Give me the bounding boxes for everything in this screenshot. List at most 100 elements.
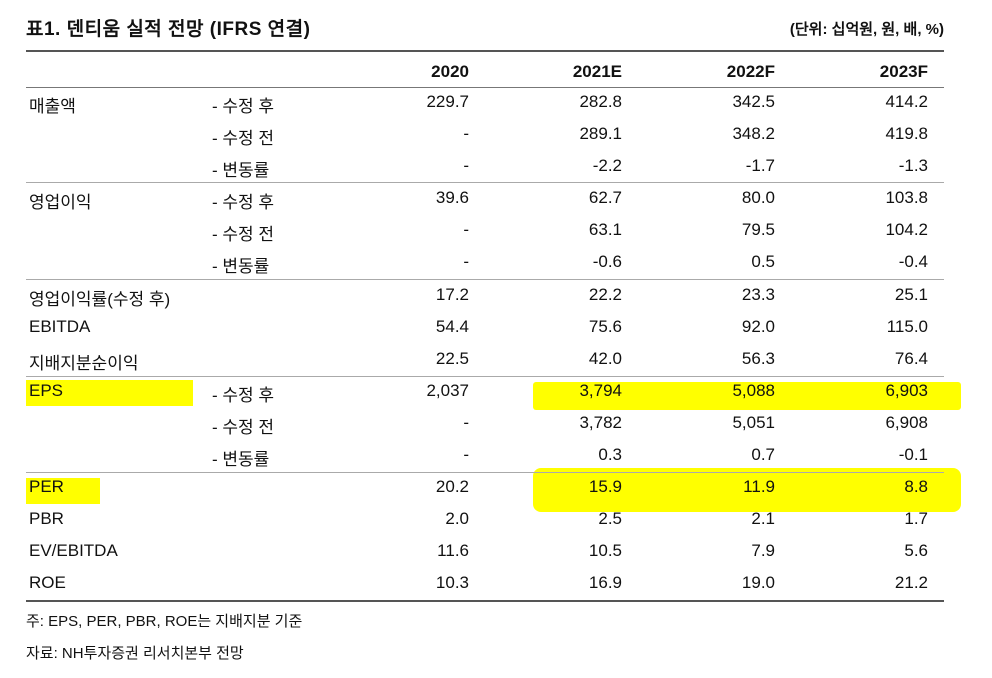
cell-value: 56.3	[741, 349, 775, 368]
cell-value: -	[463, 220, 469, 239]
row-sublabel: - 변동률	[212, 450, 270, 469]
cell-value: 42.0	[588, 349, 622, 368]
cell-value: 7.9	[751, 541, 775, 560]
cell-value: 2.0	[445, 509, 469, 528]
cell-value: 16.9	[588, 573, 622, 592]
cell-value: 22.2	[588, 285, 622, 304]
header-rule	[26, 87, 944, 88]
cell-value: 62.7	[588, 188, 622, 207]
cell-value: 22.5	[435, 349, 469, 368]
cell-value: -1.7	[745, 156, 775, 175]
cell-value: -1.3	[898, 156, 928, 175]
highlight-eps-values	[533, 382, 961, 410]
table-row: - 수정 전 - 3,782 5,051 6,908	[0, 413, 992, 445]
row-label: 영업이익률(수정 후)	[29, 290, 171, 309]
cell-value: 229.7	[426, 92, 469, 111]
cell-value: -2.2	[592, 156, 622, 175]
cell-value: 3,794	[579, 381, 622, 400]
cell-value: 23.3	[741, 285, 775, 304]
row-label: ROE	[29, 573, 66, 592]
cell-value: 20.2	[435, 477, 469, 496]
cell-value: 282.8	[579, 92, 622, 111]
header-2022f: 2022F	[726, 62, 775, 81]
cell-value: 17.2	[435, 285, 469, 304]
table-row: EBITDA 54.4 75.6 92.0 115.0	[0, 317, 992, 349]
table-row: PER 20.2 15.9 11.9 8.8	[0, 477, 992, 509]
cell-value: 10.3	[435, 573, 469, 592]
table-row: EPS - 수정 후 2,037 3,794 5,088 6,903	[0, 381, 992, 413]
header-2021e: 2021E	[572, 62, 622, 81]
cell-value: 21.2	[894, 573, 928, 592]
row-sublabel: - 수정 후	[212, 97, 275, 116]
cell-value: 54.4	[435, 317, 469, 336]
table-row: 영업이익률(수정 후) 17.2 22.2 23.3 25.1	[0, 285, 992, 317]
cell-value: 5,051	[732, 413, 775, 432]
cell-value: -0.1	[898, 445, 928, 464]
cell-value: 289.1	[579, 124, 622, 143]
cell-value: 10.5	[588, 541, 622, 560]
cell-value: 6,903	[885, 381, 928, 400]
cell-value: 348.2	[732, 124, 775, 143]
cell-value: 6,908	[885, 413, 928, 432]
row-sublabel: - 수정 전	[212, 418, 275, 437]
table-row: - 변동률 - 0.3 0.7 -0.1	[0, 445, 992, 477]
row-label: 영업이익	[29, 193, 92, 212]
table-row: 매출액 - 수정 후 229.7 282.8 342.5 414.2	[0, 92, 992, 124]
cell-value: 25.1	[894, 285, 928, 304]
header-2023f: 2023F	[879, 62, 928, 81]
cell-value: -	[463, 124, 469, 143]
cell-value: 0.3	[598, 445, 622, 464]
highlight-per-values	[533, 468, 961, 512]
cell-value: 63.1	[588, 220, 622, 239]
table-row: ROE 10.3 16.9 19.0 21.2	[0, 573, 992, 605]
table-row: - 수정 전 - 63.1 79.5 104.2	[0, 220, 992, 252]
cell-value: 419.8	[885, 124, 928, 143]
cell-value: 79.5	[741, 220, 775, 239]
cell-value: 342.5	[732, 92, 775, 111]
cell-value: -	[463, 413, 469, 432]
cell-value: 15.9	[588, 477, 622, 496]
cell-value: 19.0	[741, 573, 775, 592]
cell-value: 11.9	[743, 477, 775, 496]
bottom-rule	[26, 600, 944, 602]
cell-value: -0.6	[592, 252, 622, 271]
cell-value: 80.0	[741, 188, 775, 207]
cell-value: -	[463, 445, 469, 464]
row-label: EV/EBITDA	[29, 541, 118, 560]
table-row: EV/EBITDA 11.6 10.5 7.9 5.6	[0, 541, 992, 573]
separator-eps	[26, 376, 944, 377]
cell-value: 0.7	[751, 445, 775, 464]
row-label: PER	[29, 477, 64, 496]
table-row: 지배지분순이익 22.5 42.0 56.3 76.4	[0, 349, 992, 381]
cell-value: 414.2	[885, 92, 928, 111]
highlight-eps-label	[26, 380, 193, 406]
cell-value: 104.2	[885, 220, 928, 239]
row-label: EBITDA	[29, 317, 91, 336]
highlight-per-label	[26, 478, 100, 504]
top-rule	[26, 50, 944, 52]
cell-value: 0.5	[751, 252, 775, 271]
cell-value: 11.6	[437, 541, 469, 560]
cell-value: -	[463, 156, 469, 175]
row-sublabel: - 수정 후	[212, 386, 275, 405]
row-label: 지배지분순이익	[29, 354, 139, 373]
source-note: 자료: NH투자증권 리서치본부 전망	[26, 645, 244, 662]
cell-value: 2.1	[751, 509, 775, 528]
cell-value: 1.7	[904, 509, 928, 528]
table-row: - 수정 전 - 289.1 348.2 419.8	[0, 124, 992, 156]
separator-op	[26, 279, 944, 280]
footnote: 주: EPS, PER, PBR, ROE는 지배지분 기준	[26, 613, 303, 630]
row-label: 매출액	[29, 97, 76, 116]
cell-value: 76.4	[894, 349, 928, 368]
cell-value: 92.0	[741, 317, 775, 336]
cell-value: 2.5	[598, 509, 622, 528]
cell-value: 103.8	[885, 188, 928, 207]
table-title: 표1. 덴티움 실적 전망 (IFRS 연결)	[26, 19, 311, 40]
row-sublabel: - 수정 전	[212, 225, 275, 244]
cell-value: 2,037	[426, 381, 469, 400]
cell-value: 39.6	[435, 188, 469, 207]
header-2020: 2020	[431, 62, 469, 81]
cell-value: 5,088	[732, 381, 775, 400]
cell-value: 8.8	[904, 477, 928, 496]
table-row: 영업이익 - 수정 후 39.6 62.7 80.0 103.8	[0, 188, 992, 220]
